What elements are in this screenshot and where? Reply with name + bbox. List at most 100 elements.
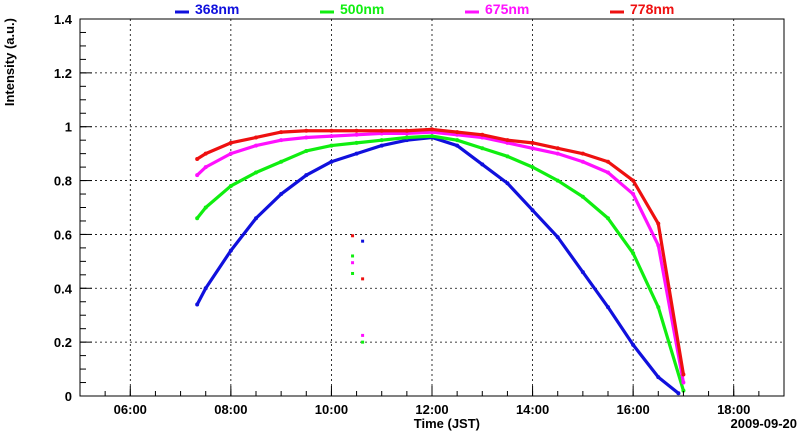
x-tick-label: 06:00 (114, 402, 147, 417)
data-point-500nm (681, 388, 686, 393)
data-point-778nm (279, 130, 284, 135)
data-point-368nm (455, 143, 460, 148)
outlier-point (351, 261, 355, 265)
data-point-368nm (254, 216, 258, 221)
data-point-778nm (379, 128, 384, 133)
legend-label-778nm: 778nm (630, 1, 674, 17)
data-point-500nm (555, 178, 560, 183)
outlier-point (361, 340, 365, 344)
data-point-368nm (195, 302, 200, 307)
data-point-500nm (404, 135, 409, 140)
x-tick-label: 18:00 (717, 402, 750, 417)
data-point-675nm (606, 170, 610, 175)
x-tick-label: 10:00 (315, 402, 348, 417)
data-point-675nm (279, 138, 284, 143)
data-point-368nm (203, 286, 208, 291)
data-point-368nm (505, 181, 510, 186)
data-point-675nm (228, 151, 233, 156)
data-point-368nm (304, 173, 309, 178)
date-label: 2009-09-20 (731, 416, 798, 431)
data-point-778nm (530, 140, 535, 145)
outlier-point (361, 239, 365, 243)
data-point-778nm (606, 159, 610, 164)
data-point-500nm (354, 140, 359, 145)
x-tick-label: 14:00 (516, 402, 549, 417)
y-tick-label: 0.2 (54, 335, 72, 350)
data-point-500nm (455, 138, 460, 143)
data-point-778nm (228, 140, 233, 145)
data-point-675nm (354, 132, 359, 137)
y-tick-label: 1.4 (54, 12, 73, 27)
data-point-675nm (304, 135, 309, 140)
y-tick-label: 0.4 (54, 281, 73, 296)
series-368nm (195, 135, 681, 396)
data-point-778nm (195, 157, 200, 162)
data-point-675nm (580, 159, 585, 164)
data-point-778nm (681, 372, 686, 377)
data-point-368nm (279, 192, 284, 197)
data-point-778nm (555, 146, 560, 151)
legend: 368nm 500nm 675nm 778nm (175, 1, 674, 17)
data-point-368nm (228, 248, 233, 253)
data-point-778nm (455, 130, 460, 135)
data-point-500nm (606, 216, 610, 221)
data-point-778nm (631, 178, 636, 183)
series-778nm (195, 127, 686, 377)
data-point-368nm (606, 305, 610, 310)
y-tick-label: 0.6 (54, 227, 72, 242)
data-point-675nm (656, 243, 661, 248)
legend-label-675nm: 675nm (485, 1, 529, 17)
data-point-500nm (430, 134, 434, 139)
data-point-368nm (379, 143, 384, 148)
x-tick-label: 12:00 (415, 402, 448, 417)
data-point-675nm (195, 173, 200, 178)
data-point-778nm (656, 221, 661, 226)
data-point-368nm (354, 151, 359, 156)
outlier-point (351, 234, 355, 238)
outlier-point (361, 277, 365, 281)
data-point-500nm (228, 183, 233, 188)
y-axis-title: Intensity (a.u.) (2, 18, 17, 106)
data-point-778nm (580, 151, 585, 156)
data-point-675nm (530, 146, 535, 151)
y-tick-label: 0 (65, 389, 72, 404)
data-point-500nm (329, 143, 334, 148)
data-point-778nm (329, 128, 334, 133)
data-point-500nm (203, 205, 208, 210)
data-point-778nm (203, 151, 208, 156)
data-point-778nm (480, 132, 485, 137)
x-tick-label: 16:00 (617, 402, 650, 417)
data-point-368nm (631, 342, 636, 347)
data-point-778nm (430, 127, 434, 132)
data-point-500nm (379, 138, 384, 143)
data-point-500nm (505, 154, 510, 159)
data-point-500nm (254, 170, 258, 175)
data-point-675nm (254, 143, 258, 148)
series-500nm (195, 134, 686, 393)
data-point-778nm (354, 128, 359, 133)
data-point-778nm (505, 138, 510, 143)
outlier-point (351, 271, 355, 275)
data-point-778nm (404, 128, 409, 133)
legend-label-368nm: 368nm (195, 1, 239, 17)
axis-labels: 06:00 08:00 10:00 12:00 14:00 16:00 18:00 0 0.2 0… (54, 12, 750, 417)
data-point-778nm (254, 135, 258, 140)
data-point-368nm (580, 270, 585, 275)
data-point-368nm (530, 208, 535, 213)
y-tick-label: 1.2 (54, 66, 72, 81)
y-tick-label: 1 (65, 120, 72, 135)
legend-label-500nm: 500nm (340, 1, 384, 17)
data-point-500nm (279, 159, 284, 164)
x-tick-label: 08:00 (214, 402, 247, 417)
outlier-point (351, 254, 355, 258)
data-point-500nm (580, 194, 585, 199)
data-point-500nm (480, 146, 485, 151)
data-point-675nm (681, 380, 686, 385)
data-point-500nm (304, 148, 309, 153)
data-point-500nm (631, 251, 636, 256)
data-point-368nm (555, 235, 560, 240)
outlier-point (361, 333, 365, 337)
series-line-675nm (195, 130, 686, 385)
series-675nm (195, 130, 686, 385)
data-point-368nm (656, 375, 661, 380)
